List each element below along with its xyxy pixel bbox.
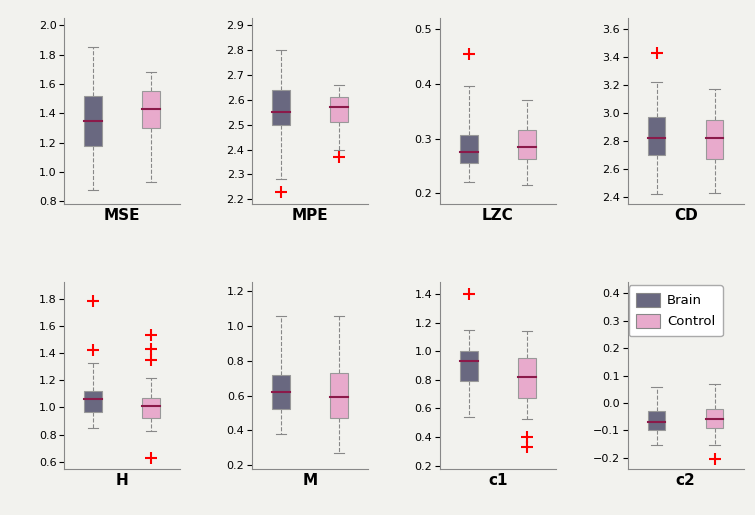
Bar — [706, 120, 723, 160]
X-axis label: LZC: LZC — [482, 209, 513, 224]
Bar — [460, 351, 478, 381]
Bar — [460, 135, 478, 163]
X-axis label: CD: CD — [673, 209, 698, 224]
X-axis label: H: H — [116, 473, 128, 488]
Bar — [273, 375, 290, 409]
Bar — [518, 358, 535, 399]
Bar — [330, 373, 348, 418]
Bar — [273, 90, 290, 125]
Bar — [143, 398, 160, 418]
Bar — [330, 97, 348, 122]
Legend: Brain, Control: Brain, Control — [628, 285, 723, 336]
Bar — [143, 91, 160, 128]
Bar — [648, 117, 665, 155]
X-axis label: M: M — [303, 473, 318, 488]
Bar — [706, 409, 723, 427]
Bar — [648, 411, 665, 431]
X-axis label: c1: c1 — [488, 473, 507, 488]
Bar — [85, 391, 102, 411]
X-axis label: c2: c2 — [676, 473, 695, 488]
X-axis label: MSE: MSE — [104, 209, 140, 224]
Bar — [85, 96, 102, 146]
Bar — [518, 130, 535, 159]
X-axis label: MPE: MPE — [291, 209, 328, 224]
